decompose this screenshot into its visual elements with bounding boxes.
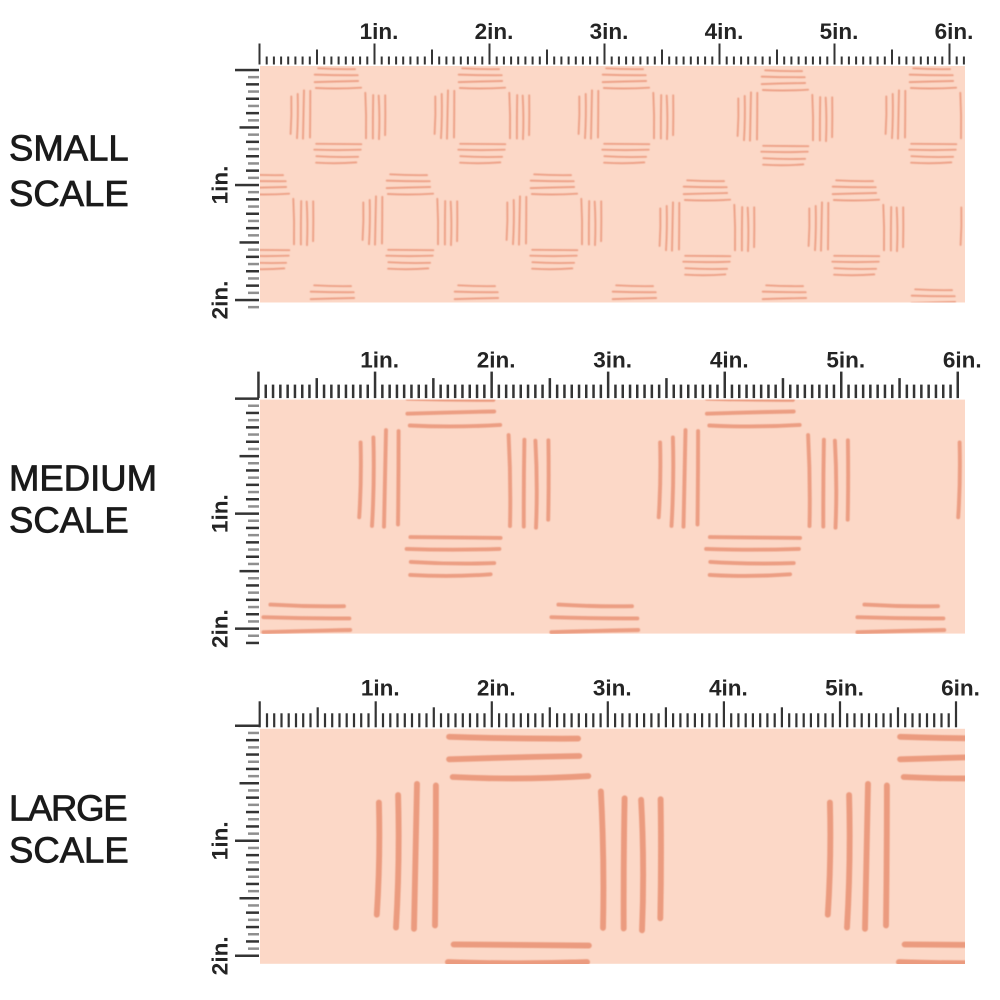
svg-text:2in.: 2in.: [208, 936, 233, 975]
svg-text:6in.: 6in.: [935, 19, 974, 44]
svg-text:5in.: 5in.: [826, 347, 865, 372]
svg-text:SCALE: SCALE: [9, 830, 129, 871]
svg-text:6in.: 6in.: [943, 347, 982, 372]
svg-text:2in.: 2in.: [477, 347, 516, 372]
svg-text:SCALE: SCALE: [9, 500, 129, 541]
svg-text:SMALL: SMALL: [9, 128, 129, 169]
svg-text:2in.: 2in.: [208, 281, 233, 320]
svg-text:2in.: 2in.: [475, 19, 514, 44]
svg-text:3in.: 3in.: [593, 676, 632, 701]
svg-text:1in.: 1in.: [208, 821, 233, 860]
svg-text:MEDIUM: MEDIUM: [9, 458, 157, 499]
svg-text:1in.: 1in.: [360, 347, 399, 372]
svg-text:6in.: 6in.: [941, 676, 980, 701]
svg-text:5in.: 5in.: [825, 676, 864, 701]
svg-text:1in.: 1in.: [360, 19, 399, 44]
svg-text:5in.: 5in.: [820, 19, 859, 44]
svg-text:4in.: 4in.: [710, 347, 749, 372]
svg-text:4in.: 4in.: [709, 676, 748, 701]
svg-text:1in.: 1in.: [208, 166, 233, 205]
svg-text:4in.: 4in.: [705, 19, 744, 44]
svg-text:2in.: 2in.: [477, 676, 516, 701]
svg-text:3in.: 3in.: [590, 19, 629, 44]
svg-text:SCALE: SCALE: [9, 173, 129, 214]
svg-text:3in.: 3in.: [593, 347, 632, 372]
svg-text:1in.: 1in.: [361, 676, 400, 701]
svg-text:LARGE: LARGE: [9, 788, 126, 829]
svg-text:2in.: 2in.: [208, 609, 233, 648]
svg-text:1in.: 1in.: [208, 494, 233, 533]
